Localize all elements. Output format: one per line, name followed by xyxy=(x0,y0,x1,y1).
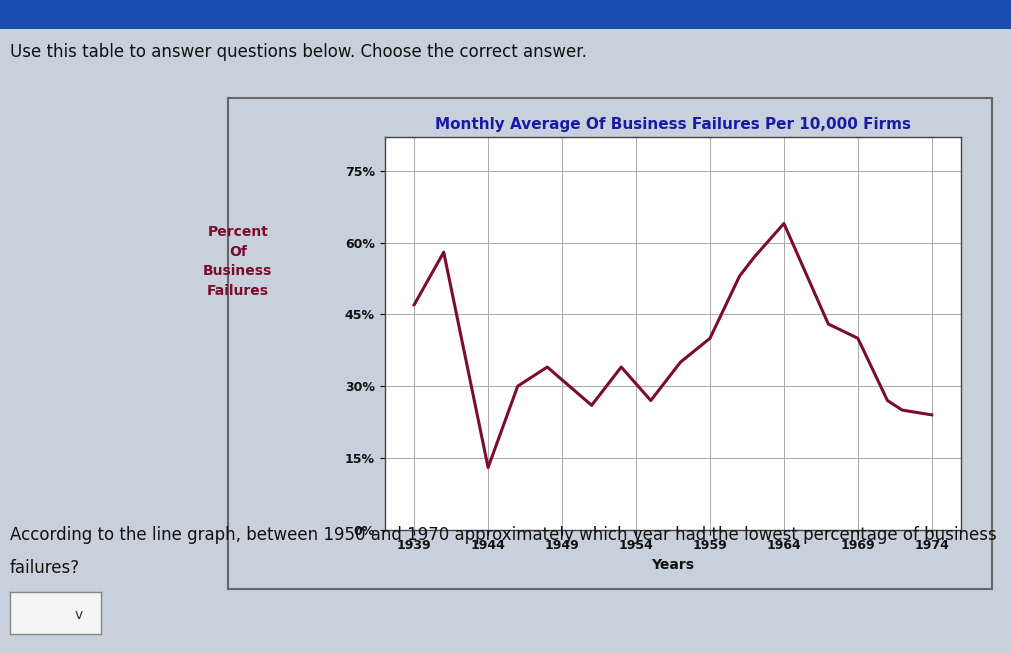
Text: failures?: failures? xyxy=(10,559,80,577)
Text: Use this table to answer questions below. Choose the correct answer.: Use this table to answer questions below… xyxy=(10,43,586,61)
Text: According to the line graph, between 1950 and 1970 approximately which year had : According to the line graph, between 195… xyxy=(10,526,996,545)
Text: v: v xyxy=(74,608,83,622)
Title: Monthly Average Of Business Failures Per 10,000 Firms: Monthly Average Of Business Failures Per… xyxy=(435,117,910,132)
X-axis label: Years: Years xyxy=(651,558,694,572)
Text: Percent
Of
Business
Failures: Percent Of Business Failures xyxy=(203,226,272,298)
